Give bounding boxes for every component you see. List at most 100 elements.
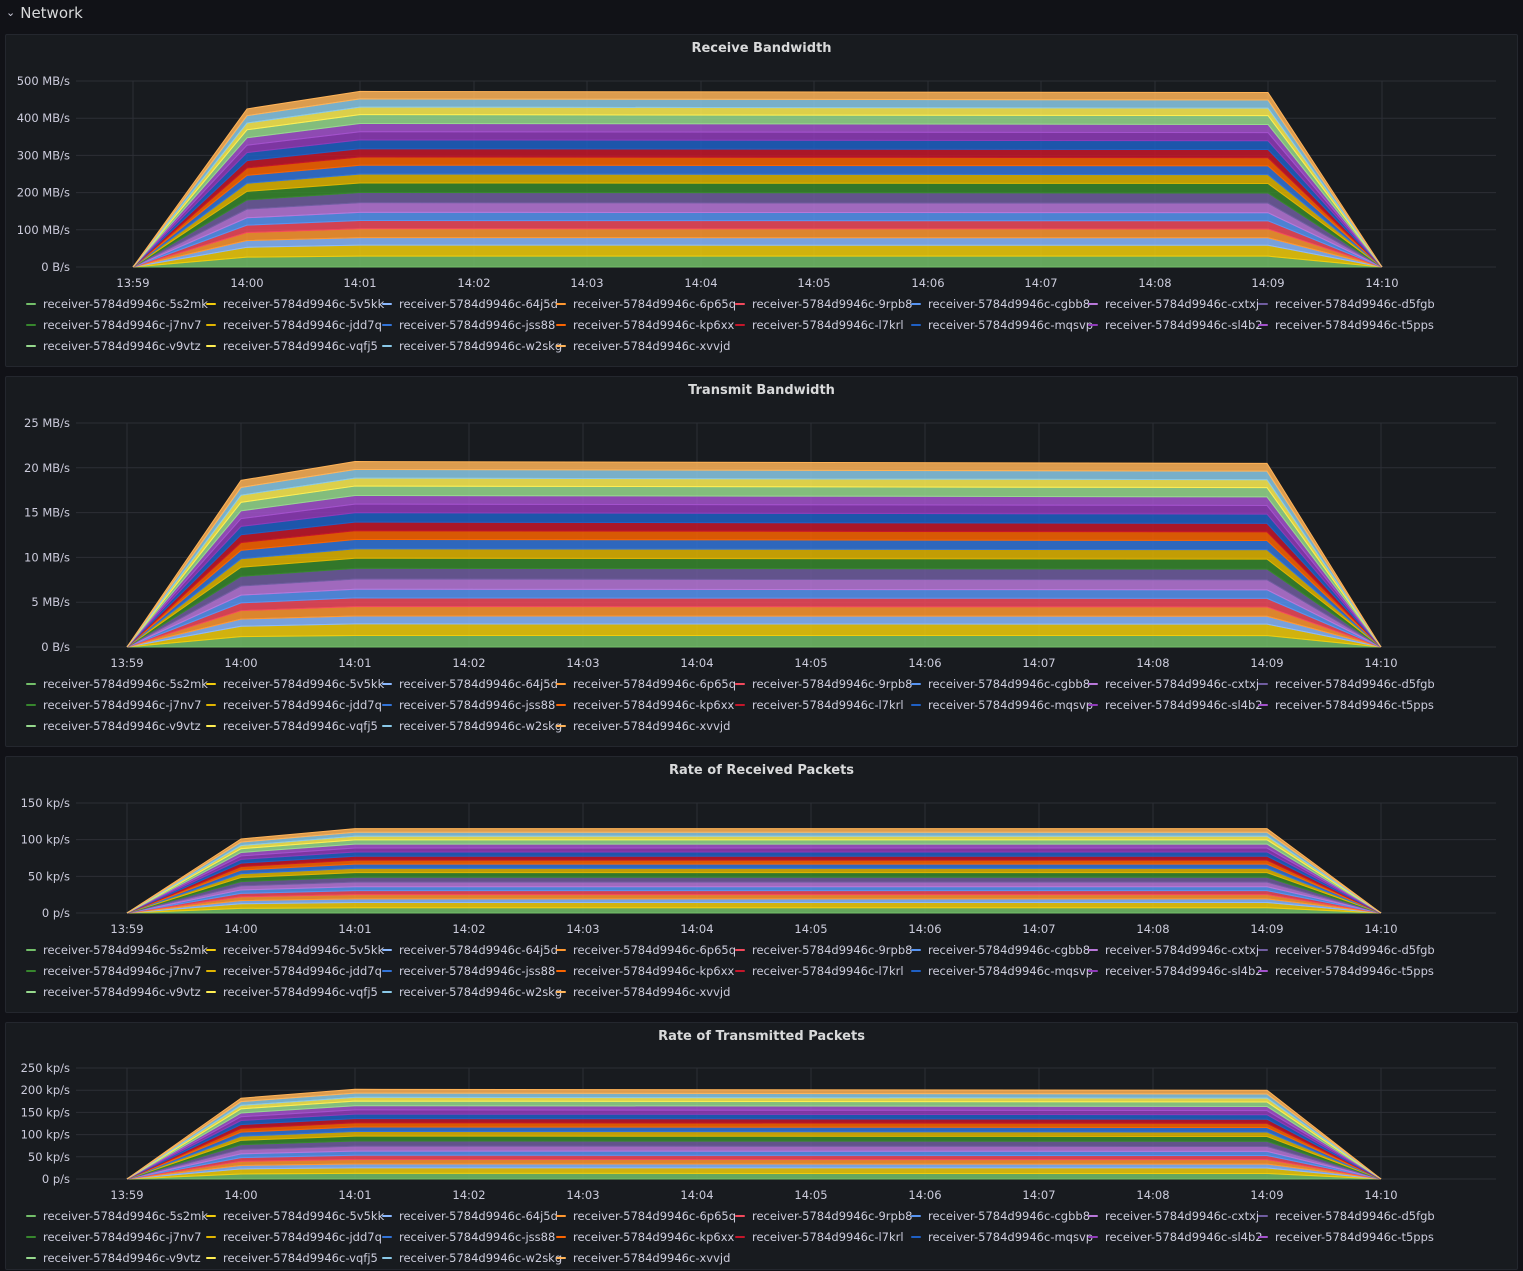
legend-swatch [382,303,392,305]
legend-item[interactable]: receiver-5784d9946c-d5fgb [1258,943,1435,957]
x-tick-label: 14:03 [566,922,599,936]
legend-item[interactable]: receiver-5784d9946c-sl4b2 [1088,1230,1263,1244]
legend-item[interactable]: receiver-5784d9946c-sl4b2 [1088,964,1263,978]
legend-item[interactable]: receiver-5784d9946c-9rpb8 [735,297,912,311]
legend-item[interactable]: receiver-5784d9946c-jdd7q [206,698,382,712]
legend-item[interactable]: receiver-5784d9946c-6p65q [556,943,736,957]
panel-rate-of-transmitted-packets[interactable]: Rate of Transmitted Packets 0 p/s 50 kp/s… [5,1022,1518,1270]
x-tick-label: 14:07 [1022,656,1055,670]
legend-item[interactable]: receiver-5784d9946c-5s2mk [26,297,208,311]
legend: receiver-5784d9946c-5s2mk receiver-5784d9… [26,677,1506,745]
legend-item[interactable]: receiver-5784d9946c-t5pps [1258,1230,1434,1244]
legend-item[interactable]: receiver-5784d9946c-xvvjd [556,985,730,999]
legend-item[interactable]: receiver-5784d9946c-t5pps [1258,318,1434,332]
legend-item[interactable]: receiver-5784d9946c-v9vtz [26,719,201,733]
panel-transmit-bandwidth[interactable]: Transmit Bandwidth 0 B/s 5 MB/s 10 MB/s 15 … [5,376,1518,747]
legend-swatch [1258,704,1268,706]
legend-item[interactable]: receiver-5784d9946c-mqsvp [911,318,1093,332]
legend-item[interactable]: receiver-5784d9946c-l7krl [735,1230,904,1244]
legend-item[interactable]: receiver-5784d9946c-9rpb8 [735,677,912,691]
legend-item[interactable]: receiver-5784d9946c-j7nv7 [26,698,201,712]
legend-item[interactable]: receiver-5784d9946c-xvvjd [556,339,730,353]
legend-label: receiver-5784d9946c-mqsvp [928,964,1094,978]
row-header-network[interactable]: ⌄ Network [0,0,1523,26]
legend-item[interactable]: receiver-5784d9946c-cxtxj [1088,1209,1259,1223]
legend-item[interactable]: receiver-5784d9946c-jdd7q [206,964,382,978]
legend-item[interactable]: receiver-5784d9946c-sl4b2 [1088,318,1263,332]
chevron-down-icon[interactable]: ⌄ [6,5,16,19]
legend-item[interactable]: receiver-5784d9946c-jdd7q [206,1230,382,1244]
legend-item[interactable]: receiver-5784d9946c-cxtxj [1088,677,1259,691]
legend-item[interactable]: receiver-5784d9946c-6p65q [556,1209,736,1223]
legend-item[interactable]: receiver-5784d9946c-v9vtz [26,339,201,353]
legend-item[interactable]: receiver-5784d9946c-mqsvp [911,1230,1093,1244]
legend-item[interactable]: receiver-5784d9946c-j7nv7 [26,1230,201,1244]
legend-item[interactable]: receiver-5784d9946c-t5pps [1258,698,1434,712]
y-tick-label: 50 kp/s [28,869,70,883]
legend-item[interactable]: receiver-5784d9946c-xvvjd [556,1251,730,1265]
legend-item[interactable]: receiver-5784d9946c-64j5d [382,943,558,957]
legend-item[interactable]: receiver-5784d9946c-vqfj5 [206,1251,378,1265]
legend-item[interactable]: receiver-5784d9946c-kp6xx [556,698,734,712]
legend-item[interactable]: receiver-5784d9946c-j7nv7 [26,964,201,978]
legend-item[interactable]: receiver-5784d9946c-mqsvp [911,698,1093,712]
legend-item[interactable]: receiver-5784d9946c-xvvjd [556,719,730,733]
legend-item[interactable]: receiver-5784d9946c-kp6xx [556,1230,734,1244]
legend-item[interactable]: receiver-5784d9946c-cgbb8 [911,1209,1090,1223]
legend-item[interactable]: receiver-5784d9946c-cgbb8 [911,677,1090,691]
legend-item[interactable]: receiver-5784d9946c-kp6xx [556,964,734,978]
legend-item[interactable]: receiver-5784d9946c-5v5kk [206,677,384,691]
legend-item[interactable]: receiver-5784d9946c-d5fgb [1258,297,1435,311]
legend-item[interactable]: receiver-5784d9946c-vqfj5 [206,719,378,733]
legend-item[interactable]: receiver-5784d9946c-64j5d [382,297,558,311]
legend-item[interactable]: receiver-5784d9946c-9rpb8 [735,1209,912,1223]
legend-item[interactable]: receiver-5784d9946c-w2skg [382,339,562,353]
legend-item[interactable]: receiver-5784d9946c-jss88 [382,318,555,332]
legend-item[interactable]: receiver-5784d9946c-sl4b2 [1088,698,1263,712]
legend-item[interactable]: receiver-5784d9946c-t5pps [1258,964,1434,978]
legend-item[interactable]: receiver-5784d9946c-jss88 [382,1230,555,1244]
x-tick-label: 13:59 [110,656,143,670]
legend-swatch [26,704,36,706]
legend-item[interactable]: receiver-5784d9946c-5s2mk [26,943,208,957]
legend-item[interactable]: receiver-5784d9946c-cxtxj [1088,943,1259,957]
panel-rate-of-received-packets[interactable]: Rate of Received Packets 0 p/s 50 kp/s 100… [5,756,1518,1013]
legend-item[interactable]: receiver-5784d9946c-64j5d [382,677,558,691]
legend-item[interactable]: receiver-5784d9946c-cgbb8 [911,943,1090,957]
legend-item[interactable]: receiver-5784d9946c-j7nv7 [26,318,201,332]
legend-item[interactable]: receiver-5784d9946c-l7krl [735,964,904,978]
legend-item[interactable]: receiver-5784d9946c-d5fgb [1258,1209,1435,1223]
legend-item[interactable]: receiver-5784d9946c-jss88 [382,698,555,712]
legend-item[interactable]: receiver-5784d9946c-w2skg [382,985,562,999]
legend-item[interactable]: receiver-5784d9946c-v9vtz [26,985,201,999]
legend-item[interactable]: receiver-5784d9946c-mqsvp [911,964,1093,978]
legend-item[interactable]: receiver-5784d9946c-vqfj5 [206,339,378,353]
legend-item[interactable]: receiver-5784d9946c-jdd7q [206,318,382,332]
legend-label: receiver-5784d9946c-d5fgb [1275,677,1435,691]
legend-item[interactable]: receiver-5784d9946c-cxtxj [1088,297,1259,311]
legend-item[interactable]: receiver-5784d9946c-w2skg [382,1251,562,1265]
legend-label: receiver-5784d9946c-jdd7q [223,698,382,712]
legend-item[interactable]: receiver-5784d9946c-6p65q [556,677,736,691]
legend-item[interactable]: receiver-5784d9946c-5s2mk [26,677,208,691]
legend-item[interactable]: receiver-5784d9946c-5s2mk [26,1209,208,1223]
legend-item[interactable]: receiver-5784d9946c-kp6xx [556,318,734,332]
legend-item[interactable]: receiver-5784d9946c-v9vtz [26,1251,201,1265]
legend-item[interactable]: receiver-5784d9946c-l7krl [735,698,904,712]
y-tick-label: 100 MB/s [17,223,70,237]
legend-item[interactable]: receiver-5784d9946c-5v5kk [206,297,384,311]
panel-receive-bandwidth[interactable]: Receive Bandwidth 0 B/s 100 MB/s 200 MB/s 3… [5,34,1518,367]
legend-item[interactable]: receiver-5784d9946c-cgbb8 [911,297,1090,311]
legend-item[interactable]: receiver-5784d9946c-vqfj5 [206,985,378,999]
legend-item[interactable]: receiver-5784d9946c-d5fgb [1258,677,1435,691]
legend-item[interactable]: receiver-5784d9946c-5v5kk [206,1209,384,1223]
legend-item[interactable]: receiver-5784d9946c-l7krl [735,318,904,332]
legend-item[interactable]: receiver-5784d9946c-5v5kk [206,943,384,957]
legend-item[interactable]: receiver-5784d9946c-9rpb8 [735,943,912,957]
legend-item[interactable]: receiver-5784d9946c-jss88 [382,964,555,978]
legend-item[interactable]: receiver-5784d9946c-64j5d [382,1209,558,1223]
x-tick-label: 14:10 [1364,656,1397,670]
legend-item[interactable]: receiver-5784d9946c-6p65q [556,297,736,311]
legend-item[interactable]: receiver-5784d9946c-w2skg [382,719,562,733]
legend-swatch [556,970,566,972]
